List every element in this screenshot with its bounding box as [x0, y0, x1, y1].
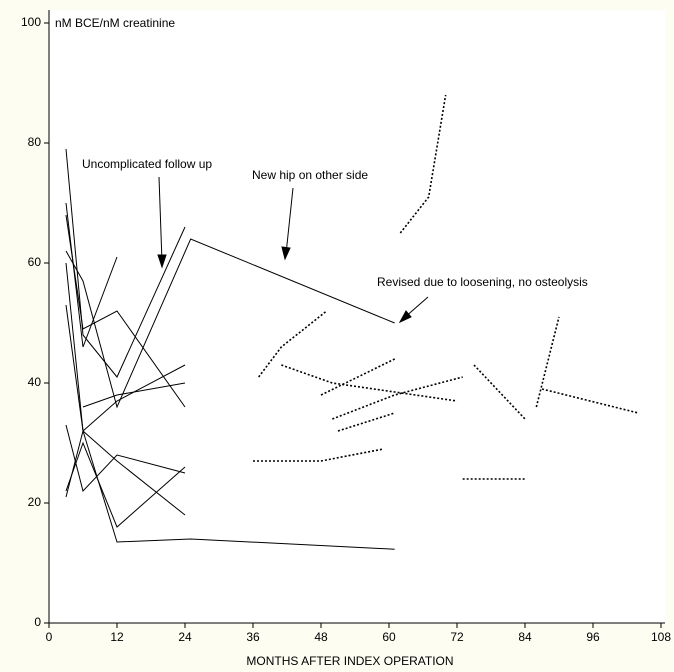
y-tick-label: 20	[28, 495, 42, 509]
x-tick-label: 84	[518, 630, 532, 644]
series-line	[337, 412, 395, 432]
x-tick-label: 72	[450, 630, 464, 644]
arrow	[285, 187, 294, 255]
series-line	[541, 388, 639, 414]
arrow	[158, 176, 163, 263]
series-line	[65, 214, 186, 408]
annotation: Revised due to loosening, no osteolysis	[377, 275, 588, 289]
x-tick-label: 36	[246, 630, 260, 644]
x-tick-label: 0	[46, 630, 53, 644]
x-tick-label: 108	[651, 630, 671, 644]
series-line	[65, 238, 395, 409]
series-line	[332, 376, 463, 420]
series-line	[82, 382, 186, 408]
y-axis-label: nM BCE/nM creatinine	[55, 16, 175, 30]
annotation-arrows	[157, 176, 429, 324]
series-line	[65, 424, 186, 493]
x-tick-label: 60	[382, 630, 396, 644]
y-tick-label: 60	[28, 255, 42, 269]
annotation: Uncomplicated follow up	[82, 157, 212, 171]
series-line	[473, 364, 526, 420]
series-line	[535, 316, 560, 408]
arrowhead	[398, 310, 412, 324]
series-line	[399, 94, 447, 234]
y-tick-label: 0	[34, 615, 41, 629]
series-line	[65, 429, 395, 550]
arrowhead	[157, 254, 167, 269]
y-tick-label: 100	[21, 15, 41, 29]
x-tick-label: 24	[178, 630, 192, 644]
series-line	[253, 448, 384, 462]
series-line	[320, 358, 396, 396]
series-line	[65, 304, 186, 432]
series-line	[65, 262, 186, 516]
y-tick-label: 80	[28, 135, 42, 149]
y-tick-label: 40	[28, 375, 42, 389]
series-line	[65, 148, 186, 378]
x-axis-label: MONTHS AFTER INDEX OPERATION	[246, 654, 453, 668]
plot-area	[49, 10, 665, 623]
x-tick-label: 12	[110, 630, 124, 644]
x-tick-label: 96	[586, 630, 600, 644]
x-tick-label: 48	[314, 630, 328, 644]
series-line	[258, 310, 328, 378]
annotation: New hip on other side	[252, 168, 368, 182]
arrowhead	[281, 246, 291, 261]
